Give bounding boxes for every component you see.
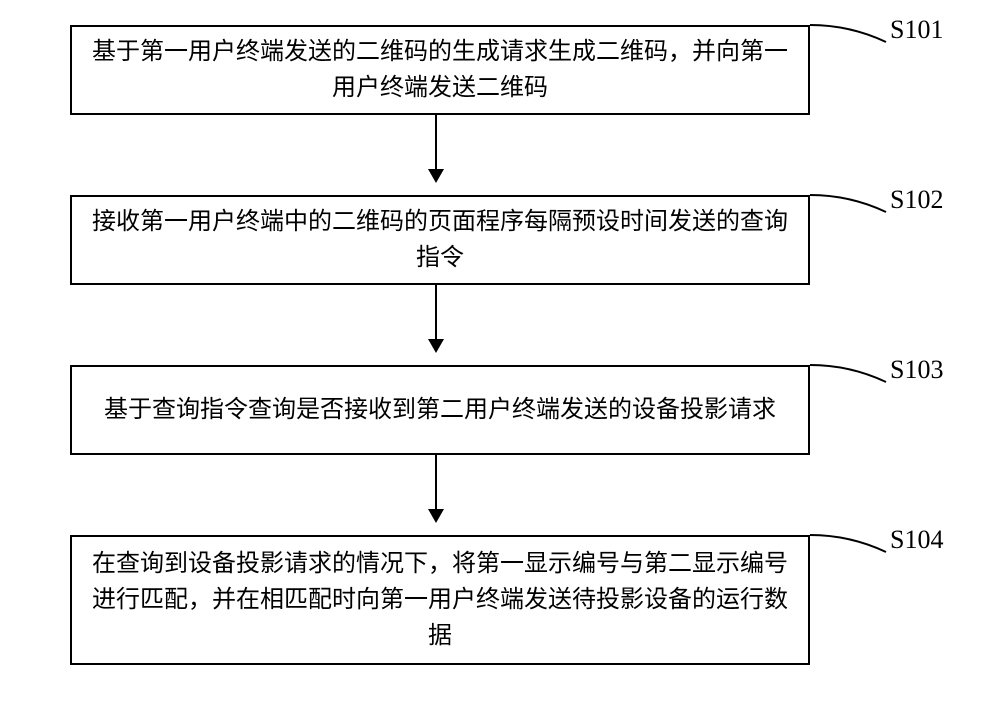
step-label-s104: S104: [890, 525, 943, 555]
step-box-s103: 基于查询指令查询是否接收到第二用户终端发送的设备投影请求: [70, 365, 810, 455]
connector-s103: [810, 362, 890, 402]
flowchart-container: 基于第一用户终端发送的二维码的生成请求生成二维码，并向第一用户终端发送二维码 S…: [0, 0, 1000, 705]
step-label-s103: S103: [890, 355, 943, 385]
step-text: 基于查询指令查询是否接收到第二用户终端发送的设备投影请求: [104, 392, 776, 428]
step-box-s101: 基于第一用户终端发送的二维码的生成请求生成二维码，并向第一用户终端发送二维码: [70, 25, 810, 115]
step-label-s102: S102: [890, 185, 943, 215]
step-box-s102: 接收第一用户终端中的二维码的页面程序每隔预设时间发送的查询指令: [70, 195, 810, 285]
step-label-s101: S101: [890, 15, 943, 45]
connector-s102: [810, 192, 890, 232]
arrow-2: [435, 285, 437, 351]
step-text: 在查询到设备投影请求的情况下，将第一显示编号与第二显示编号进行匹配，并在相匹配时…: [92, 546, 788, 654]
arrow-1: [435, 115, 437, 181]
connector-s104: [810, 532, 890, 572]
step-text: 基于第一用户终端发送的二维码的生成请求生成二维码，并向第一用户终端发送二维码: [92, 34, 788, 106]
step-text: 接收第一用户终端中的二维码的页面程序每隔预设时间发送的查询指令: [92, 204, 788, 276]
connector-s101: [810, 22, 890, 62]
arrow-3: [435, 455, 437, 521]
step-box-s104: 在查询到设备投影请求的情况下，将第一显示编号与第二显示编号进行匹配，并在相匹配时…: [70, 535, 810, 665]
